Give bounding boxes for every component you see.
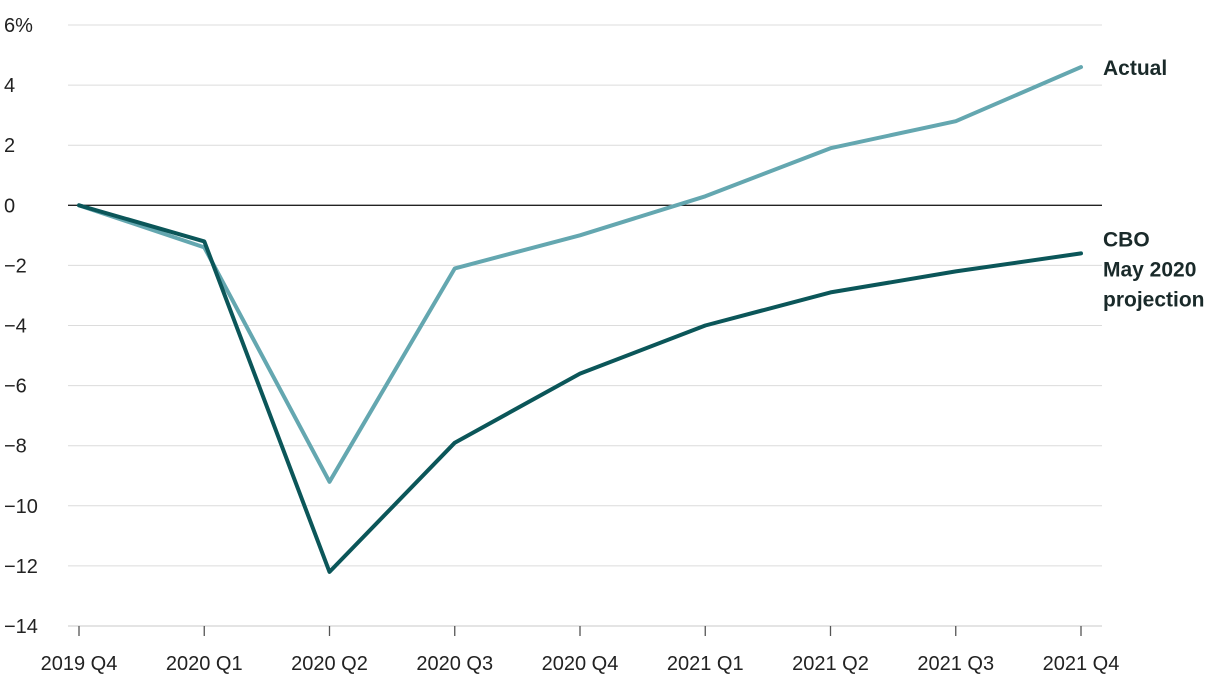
y-tick-label: −8 xyxy=(4,436,27,458)
axes xyxy=(68,204,1102,636)
y-tick-label: 0 xyxy=(4,195,15,217)
x-tick-label: 2020 Q3 xyxy=(416,653,493,675)
gridlines xyxy=(68,24,1102,627)
x-tick-label: 2020 Q1 xyxy=(166,653,243,675)
series-label: CBO xyxy=(1103,228,1150,251)
series-label: projection xyxy=(1103,288,1205,311)
y-tick-label: −6 xyxy=(4,376,27,398)
series-line-cbo-projection xyxy=(77,203,1083,574)
y-tick-label: 4 xyxy=(4,75,15,97)
x-tick-label: 2019 Q4 xyxy=(41,653,118,675)
y-tick-label: −10 xyxy=(4,496,38,518)
x-tick-label: 2021 Q3 xyxy=(917,653,994,675)
series-label: Actual xyxy=(1103,57,1167,80)
y-tick-label: −4 xyxy=(4,316,27,338)
x-tick-label: 2020 Q2 xyxy=(291,653,368,675)
y-tick-label: 6% xyxy=(4,15,33,37)
x-tick-label: 2020 Q4 xyxy=(542,653,619,675)
series-label: May 2020 xyxy=(1103,258,1196,281)
x-tick-label: 2021 Q4 xyxy=(1043,653,1120,675)
y-tick-label: 2 xyxy=(4,135,15,157)
y-tick-label: −2 xyxy=(4,255,27,277)
x-tick-label: 2021 Q2 xyxy=(792,653,869,675)
series-labels: Actual CBO May 2020 projection xyxy=(1103,57,1205,311)
x-axis-tick-labels: 2019 Q4 2020 Q1 2020 Q2 2020 Q3 2020 Q4 2021 … xyxy=(41,653,1120,675)
y-tick-label: −12 xyxy=(4,556,38,578)
series-lines xyxy=(77,65,1083,574)
y-axis-tick-labels: 6% 4 2 0 −2 −4 −6 −8 −10 −12 −14 xyxy=(4,15,38,638)
y-tick-label: −14 xyxy=(4,616,38,638)
x-tick-label: 2021 Q1 xyxy=(667,653,744,675)
